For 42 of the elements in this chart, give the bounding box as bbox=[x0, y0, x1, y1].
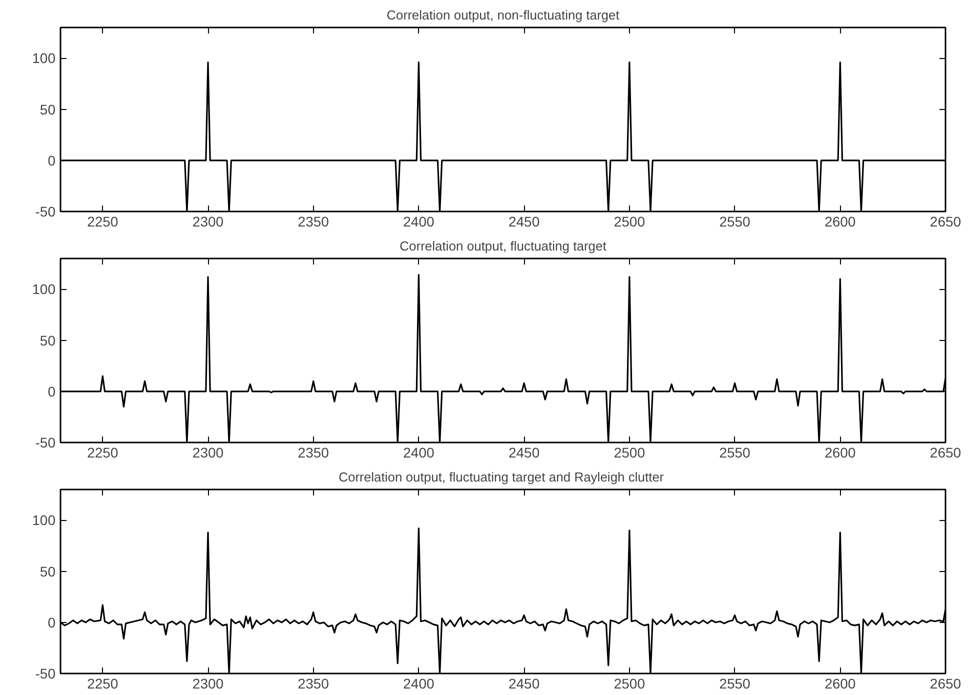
x-tick-label: 2300 bbox=[192, 444, 224, 460]
y-tick-label: 100 bbox=[32, 281, 56, 298]
x-tick-label: 2250 bbox=[87, 214, 118, 230]
x-tick-label: 2400 bbox=[403, 214, 434, 230]
y-tick-label: 0 bbox=[48, 383, 56, 400]
x-tick-label: 2550 bbox=[719, 676, 751, 692]
x-tick-label: 2450 bbox=[508, 444, 540, 460]
x-tick-label: 2300 bbox=[192, 676, 224, 692]
x-tick-label: 2400 bbox=[403, 676, 434, 692]
x-tick-label: 2350 bbox=[298, 444, 330, 460]
x-tick-label: 2550 bbox=[719, 214, 751, 230]
chart-title: Correlation output, fluctuating target bbox=[400, 238, 607, 254]
x-tick-label: 2650 bbox=[930, 444, 962, 460]
chart-title: Correlation output, fluctuating target and Rayleigh clutter bbox=[338, 470, 664, 484]
y-tick-label: 50 bbox=[40, 563, 56, 580]
y-tick-label: 50 bbox=[40, 101, 56, 118]
x-tick-label: 2600 bbox=[824, 214, 856, 230]
x-tick-label: 2500 bbox=[614, 676, 646, 692]
x-tick-label: 2500 bbox=[614, 214, 646, 230]
chart-title: Correlation output, non-fluctuating target bbox=[386, 8, 620, 22]
x-tick-label: 2400 bbox=[403, 444, 434, 460]
x-tick-label: 2650 bbox=[930, 676, 962, 692]
y-tick-label: 100 bbox=[32, 50, 56, 66]
x-tick-label: 2550 bbox=[719, 444, 751, 460]
x-tick-label: 2600 bbox=[824, 444, 856, 460]
y-tick-label: -50 bbox=[35, 666, 56, 682]
y-tick-label: 0 bbox=[48, 614, 56, 630]
y-tick-label: -50 bbox=[35, 204, 56, 220]
x-tick-label: 2350 bbox=[298, 676, 330, 692]
x-tick-label: 2250 bbox=[87, 444, 118, 460]
x-tick-label: 2650 bbox=[930, 214, 962, 230]
x-tick-label: 2450 bbox=[508, 676, 540, 692]
y-tick-label: 50 bbox=[40, 332, 56, 348]
x-tick-label: 2450 bbox=[508, 214, 540, 230]
x-tick-label: 2600 bbox=[824, 676, 856, 692]
x-tick-label: 2500 bbox=[614, 444, 646, 460]
y-tick-label: -50 bbox=[35, 434, 56, 450]
x-tick-label: 2350 bbox=[298, 214, 330, 230]
y-tick-label: 100 bbox=[32, 512, 56, 528]
x-tick-label: 2250 bbox=[87, 676, 118, 692]
y-tick-label: 0 bbox=[48, 152, 56, 168]
x-tick-label: 2300 bbox=[192, 214, 224, 230]
